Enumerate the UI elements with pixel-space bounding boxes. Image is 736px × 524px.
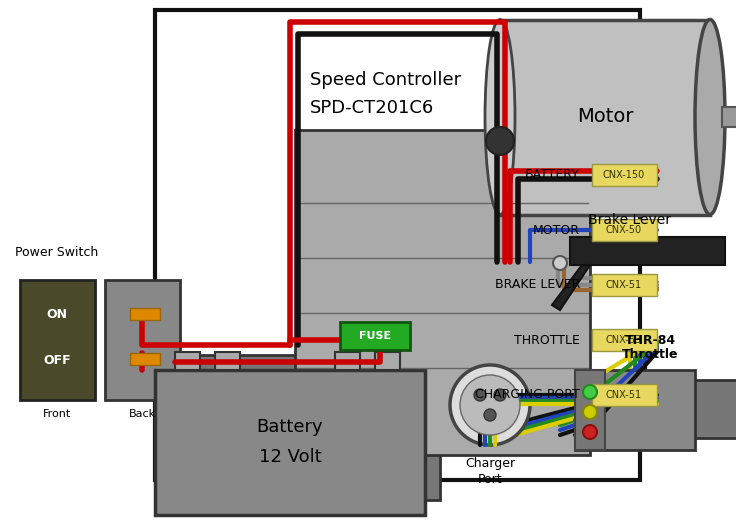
Text: SPD-CT201C6: SPD-CT201C6 xyxy=(310,99,434,117)
Text: THROTTLE: THROTTLE xyxy=(514,333,580,346)
Text: Back: Back xyxy=(129,409,155,419)
Bar xyxy=(693,380,736,438)
Text: Brake Lever: Brake Lever xyxy=(589,213,671,227)
Bar xyxy=(592,219,657,241)
Text: MOTOR: MOTOR xyxy=(533,224,580,236)
Text: BATTERY: BATTERY xyxy=(525,169,580,181)
Bar xyxy=(592,329,657,351)
Bar xyxy=(105,280,180,400)
Text: CNX-51: CNX-51 xyxy=(606,280,642,290)
Circle shape xyxy=(486,127,514,155)
Circle shape xyxy=(450,365,530,445)
Circle shape xyxy=(583,385,597,399)
Text: Battery: Battery xyxy=(257,418,323,436)
Bar xyxy=(295,130,590,455)
Bar xyxy=(340,322,410,350)
Text: BRAKE LEVER: BRAKE LEVER xyxy=(495,278,580,291)
Text: CNX-150: CNX-150 xyxy=(603,170,645,180)
Text: OFF: OFF xyxy=(43,354,71,366)
Bar xyxy=(575,370,605,450)
Text: CNX-53: CNX-53 xyxy=(606,335,642,345)
Bar xyxy=(500,20,710,215)
Bar xyxy=(570,237,725,265)
Circle shape xyxy=(583,405,597,419)
Text: Charger: Charger xyxy=(465,457,515,470)
Text: CHARGING PORT: CHARGING PORT xyxy=(475,388,580,401)
Text: CNX-51: CNX-51 xyxy=(606,390,642,400)
Bar xyxy=(722,107,736,127)
Text: ON: ON xyxy=(46,309,68,322)
Bar xyxy=(155,10,640,480)
Circle shape xyxy=(460,375,520,435)
Bar xyxy=(155,370,425,515)
Bar xyxy=(20,280,95,400)
Bar xyxy=(215,352,240,370)
Ellipse shape xyxy=(485,19,515,214)
Bar xyxy=(592,164,657,186)
Text: Motor: Motor xyxy=(577,107,633,126)
Bar xyxy=(575,370,695,450)
Text: CNX-50: CNX-50 xyxy=(606,225,642,235)
Bar xyxy=(130,353,160,365)
Circle shape xyxy=(553,256,567,270)
Ellipse shape xyxy=(695,19,725,214)
Circle shape xyxy=(474,389,486,401)
Text: Throttle: Throttle xyxy=(622,348,679,362)
Bar xyxy=(130,308,160,320)
Bar xyxy=(175,352,200,370)
Circle shape xyxy=(494,389,506,401)
Text: THR-84: THR-84 xyxy=(624,333,676,346)
Text: 12 Volt: 12 Volt xyxy=(258,448,322,466)
Bar xyxy=(592,384,657,406)
Text: Speed Controller: Speed Controller xyxy=(310,71,461,89)
Text: Front: Front xyxy=(43,409,71,419)
Circle shape xyxy=(583,425,597,439)
Text: Power Switch: Power Switch xyxy=(15,246,99,258)
Bar xyxy=(375,352,400,370)
Bar xyxy=(170,355,440,500)
Bar xyxy=(592,274,657,296)
Bar xyxy=(335,352,360,370)
Polygon shape xyxy=(552,265,590,310)
Text: Port: Port xyxy=(478,473,502,486)
Circle shape xyxy=(484,409,496,421)
Text: FUSE: FUSE xyxy=(359,331,391,341)
